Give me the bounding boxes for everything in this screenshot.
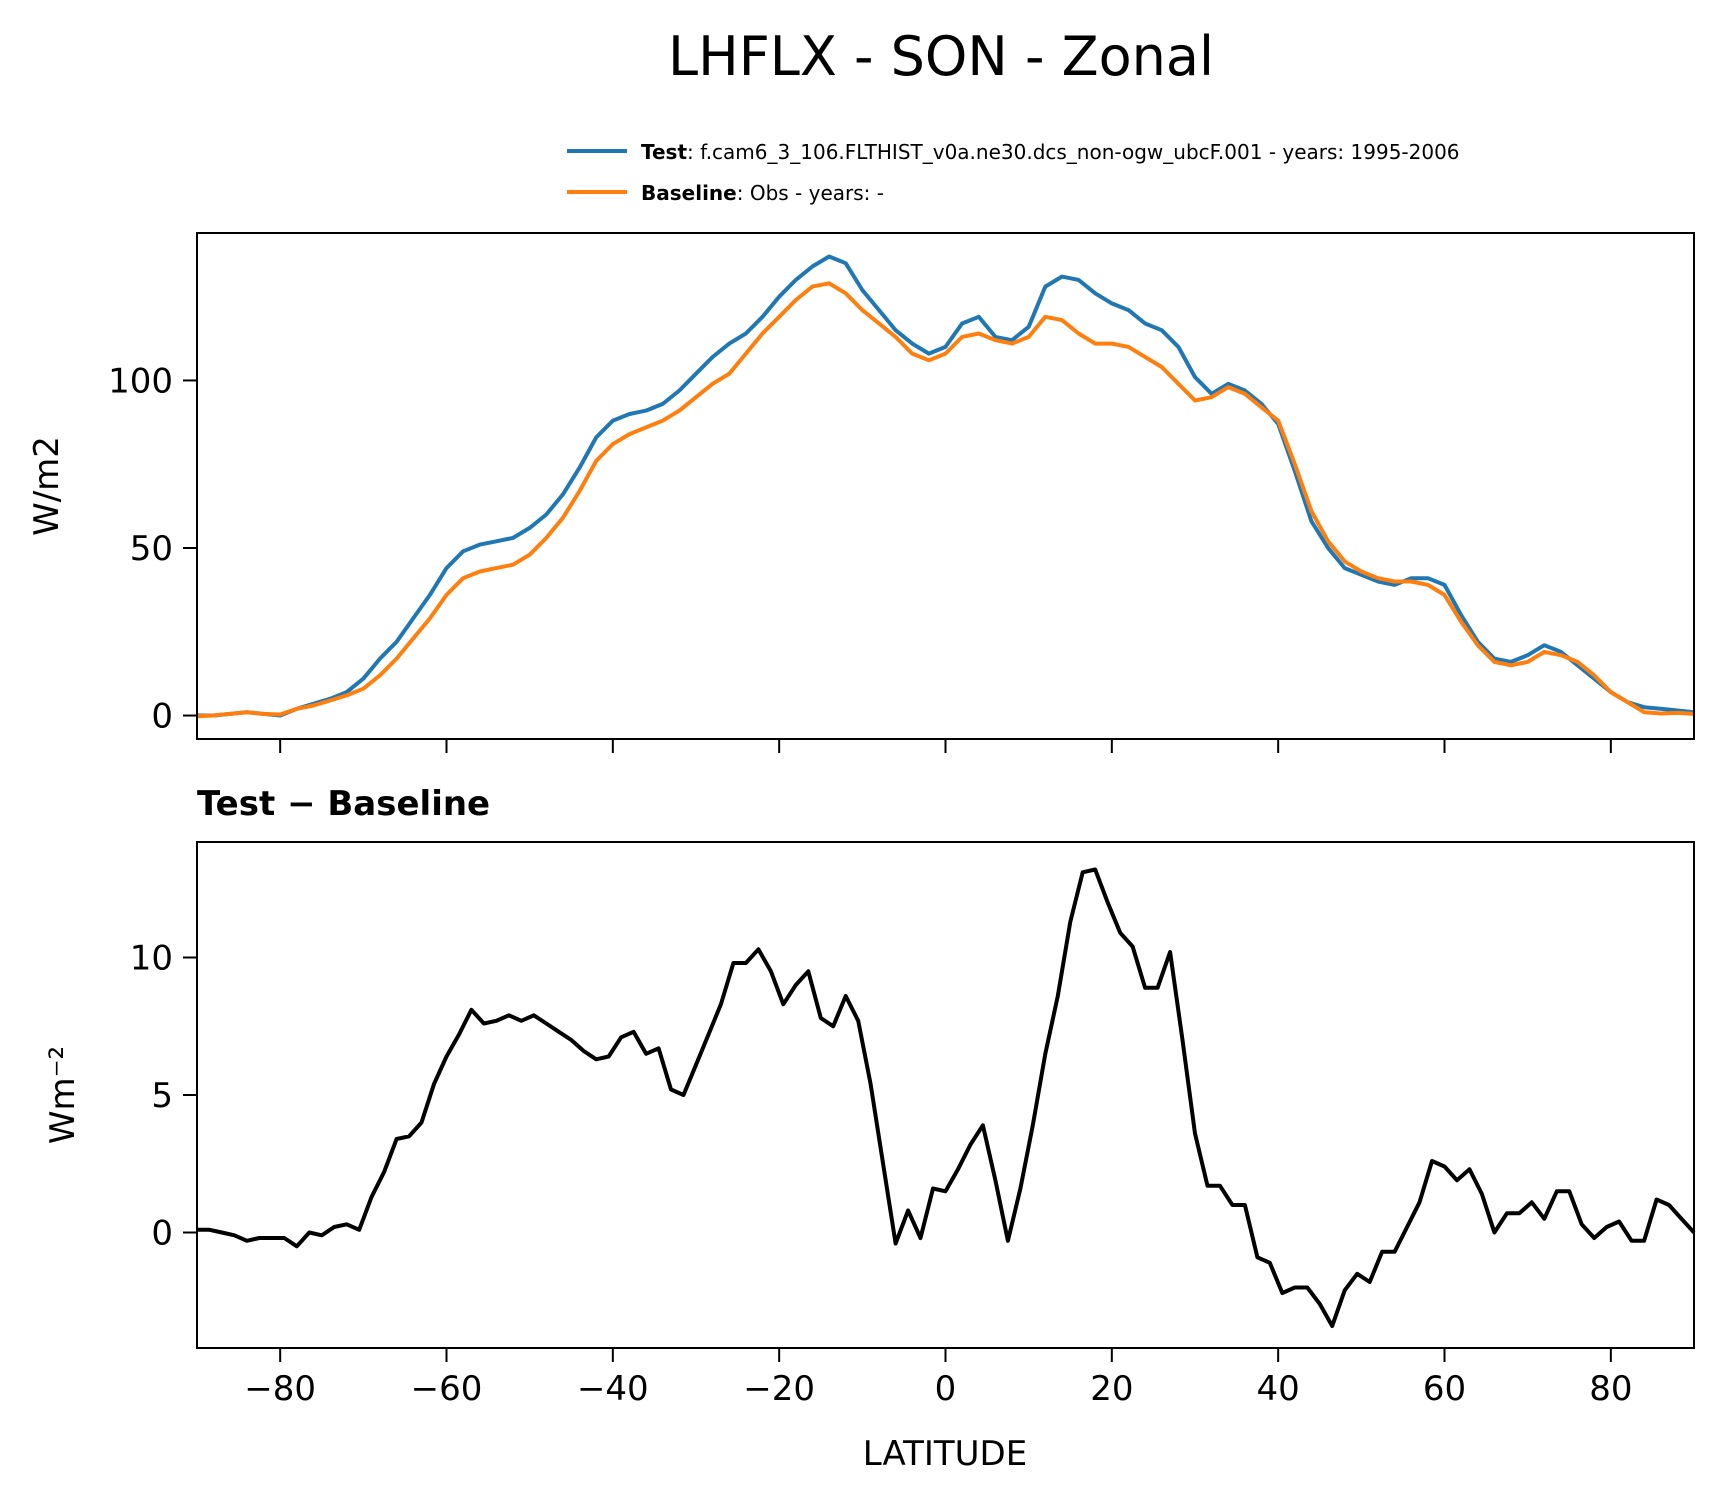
bottom-y-tick-label: 0	[151, 1214, 173, 1254]
bottom-panel: Test − Baseline −80 −60 −40 −20 0 20 40 60 80 0 5…	[43, 784, 1696, 1474]
legend-test-label: Test	[641, 140, 687, 164]
bottom-x-tick-label: −80	[244, 1369, 316, 1409]
x-axis-label: LATITUDE	[863, 1434, 1027, 1474]
bottom-x-tick-label: 20	[1090, 1369, 1133, 1409]
bottom-y-ticks: 0 5 10	[130, 939, 197, 1254]
top-x-ticks	[279, 739, 1612, 753]
legend-test-desc: : f.cam6_3_106.FLTHIST_v0a.ne30.dcs_non-…	[687, 140, 1460, 164]
bottom-series-group	[197, 867, 1696, 1328]
bottom-series-test-baseline-line	[197, 867, 1696, 1328]
bottom-x-tick-label: 40	[1257, 1369, 1300, 1409]
bottom-x-ticks: −80 −60 −40 −20 0 20 40 60 80	[244, 1348, 1632, 1409]
top-y-tick-label: 50	[130, 529, 173, 569]
svg-text:Baseline: Obs - years: -: Baseline: Obs - years: -	[641, 181, 884, 205]
legend: Test: f.cam6_3_106.FLTHIST_v0a.ne30.dcs_…	[567, 140, 1460, 205]
top-series-group	[196, 254, 1695, 719]
svg-text:Test: f.cam6_3_106.FLTHIST_v0a: Test: f.cam6_3_106.FLTHIST_v0a.ne30.dcs_…	[641, 140, 1460, 164]
bottom-y-tick-label: 5	[151, 1076, 173, 1116]
bottom-x-tick-label: −40	[577, 1369, 649, 1409]
bottom-panel-title: Test − Baseline	[197, 784, 490, 824]
top-y-tick-label: 100	[108, 361, 173, 401]
top-series-test-line	[197, 254, 1695, 718]
chart-title: LHFLX - SON - Zonal	[668, 25, 1214, 88]
top-y-ticks: 0 50 100	[108, 361, 197, 737]
top-panel: 0 50 100 W/m2	[27, 232, 1695, 753]
top-y-axis-label: W/m2	[27, 436, 67, 536]
bottom-x-tick-label: −20	[743, 1369, 815, 1409]
top-y-tick-label: 0	[151, 697, 173, 737]
legend-baseline-desc: : Obs - years: -	[737, 181, 884, 205]
bottom-x-tick-label: 60	[1423, 1369, 1466, 1409]
bottom-x-tick-label: −60	[411, 1369, 483, 1409]
bottom-y-axis-label: Wm⁻²	[43, 1046, 83, 1144]
bottom-x-tick-label: 0	[935, 1369, 957, 1409]
bottom-x-tick-label: 80	[1589, 1369, 1632, 1409]
legend-baseline-label: Baseline	[641, 181, 737, 205]
bottom-y-tick-label: 10	[130, 939, 173, 979]
top-series-baseline-line	[196, 281, 1695, 719]
